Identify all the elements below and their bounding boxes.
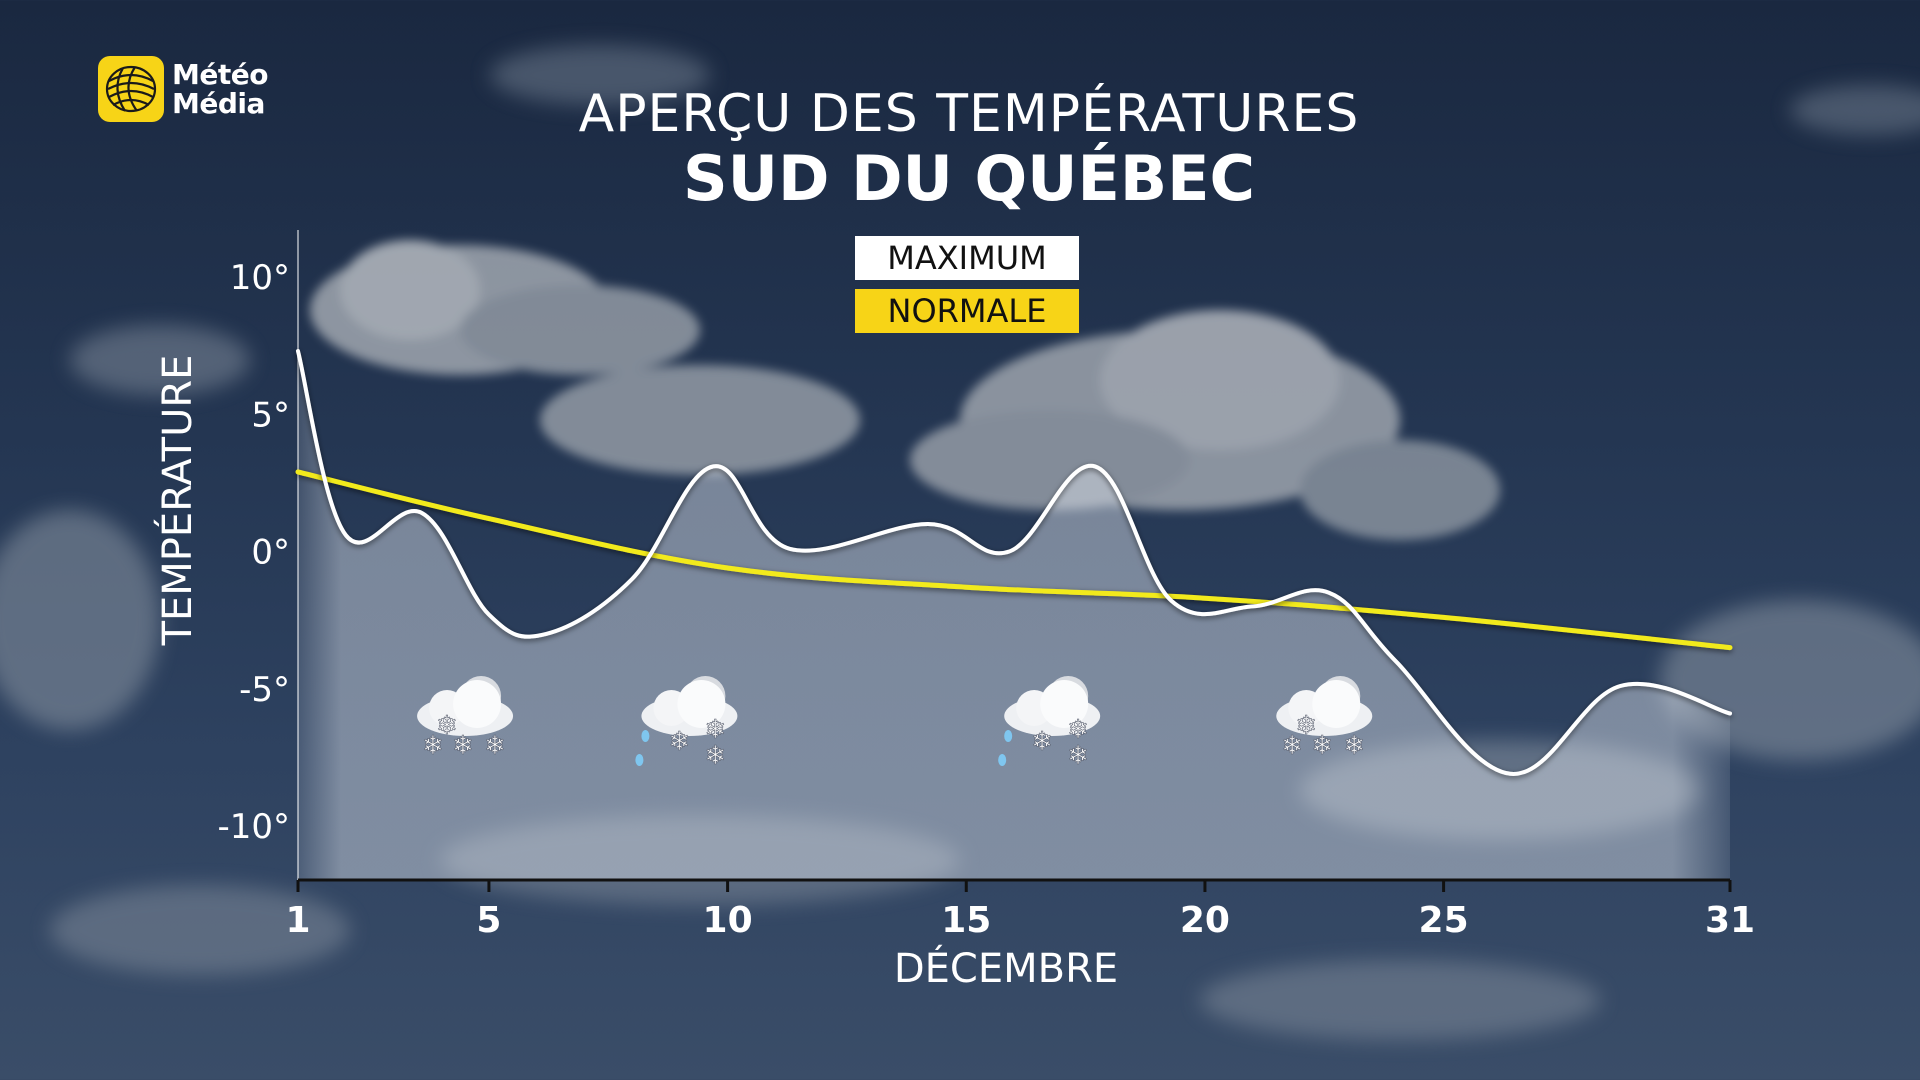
svg-text:❄: ❄ [1067, 741, 1089, 771]
x-tick-label: 20 [1180, 900, 1230, 941]
weather-icon-layer: ❄ ❄ ❄❄❄ ❄❄ ❄ ❄❄ ❄ ❄ ❄❄ [417, 676, 1373, 771]
x-tick-label: 25 [1419, 900, 1469, 941]
svg-text:❄: ❄ [1311, 731, 1333, 761]
y-tick-label: 0° [251, 533, 290, 573]
svg-text:❄: ❄ [705, 741, 727, 771]
svg-text:❄: ❄ [436, 711, 458, 741]
x-tick-label: 10 [703, 900, 753, 941]
svg-text:❄: ❄ [1031, 727, 1053, 757]
legend-item-normale: NORMALE [855, 289, 1079, 333]
y-tick-label: 10° [230, 258, 290, 298]
brand-line-2: Média [172, 87, 265, 120]
brand-line-1: Météo [172, 58, 268, 91]
svg-text:❄: ❄ [669, 727, 691, 757]
svg-text:❄: ❄ [1295, 711, 1317, 741]
svg-text:❄: ❄ [452, 731, 474, 761]
maximum-series-line [296, 349, 1732, 776]
x-tick-label: 31 [1705, 900, 1755, 941]
series-layer [295, 349, 1733, 776]
svg-text:❄: ❄ [1343, 731, 1365, 761]
snow-icon: ❄ ❄ ❄❄ [417, 676, 514, 761]
x-axis-label: DÉCEMBRE [894, 944, 1118, 992]
svg-text:❄: ❄ [422, 731, 444, 761]
y-tick-label: -10° [217, 807, 290, 847]
svg-text:❄: ❄ [484, 731, 506, 761]
x-tick-label: 15 [941, 900, 991, 941]
meteomedia-logo: Météo Média [98, 56, 268, 122]
svg-text:❄: ❄ [1281, 731, 1303, 761]
chart-title: APERÇU DES TEMPÉRATURES [578, 84, 1360, 144]
svg-text:❄: ❄ [1067, 715, 1089, 745]
chart-subtitle: SUD DU QUÉBEC [683, 142, 1255, 215]
svg-text:❄: ❄ [705, 715, 727, 745]
y-axis: 10° 5° 0° -5° -10° TEMPÉRATURE [153, 230, 299, 880]
globe-icon [98, 56, 164, 122]
snow-and-rain-icon: ❄ ❄❄ [998, 676, 1101, 771]
y-axis-label: TEMPÉRATURE [153, 355, 201, 647]
legend: MAXIMUM NORMALE [855, 236, 1079, 342]
snow-icon: ❄ ❄ ❄❄ [1276, 676, 1373, 761]
maximum-area-fill [298, 351, 1730, 881]
legend-item-maximum: MAXIMUM [855, 236, 1079, 280]
y-tick-label: 5° [251, 395, 290, 435]
normale-series-line [295, 469, 1733, 651]
x-tick-label: 5 [476, 900, 501, 941]
snow-and-rain-icon: ❄ ❄❄ [635, 676, 738, 771]
y-tick-label: -5° [239, 670, 290, 710]
x-tick-label: 1 [285, 900, 310, 941]
